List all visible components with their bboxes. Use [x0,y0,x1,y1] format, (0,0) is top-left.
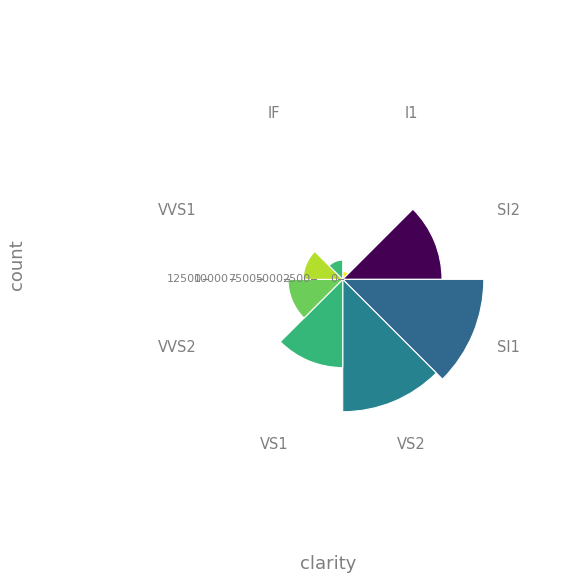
Text: VS2: VS2 [397,438,426,453]
Text: SI1: SI1 [497,340,520,355]
Wedge shape [281,279,343,367]
Wedge shape [343,279,437,412]
Text: VVS2: VVS2 [158,340,196,355]
Text: SI2: SI2 [497,203,520,218]
Wedge shape [343,271,348,279]
Wedge shape [288,279,343,318]
Wedge shape [343,209,442,279]
Text: 2500: 2500 [282,274,310,285]
Text: 5000: 5000 [255,274,283,285]
Text: 12500: 12500 [167,274,202,285]
Text: 7500: 7500 [228,274,256,285]
Text: I1: I1 [404,106,418,121]
Text: 10000: 10000 [194,274,229,285]
Text: IF: IF [268,106,281,121]
Text: 0: 0 [330,274,338,285]
Wedge shape [343,279,484,379]
Text: VVS1: VVS1 [158,203,196,218]
Text: clarity: clarity [300,555,357,574]
Text: VS1: VS1 [260,438,289,453]
Wedge shape [329,260,343,279]
Text: count: count [8,240,26,290]
Wedge shape [303,252,343,279]
